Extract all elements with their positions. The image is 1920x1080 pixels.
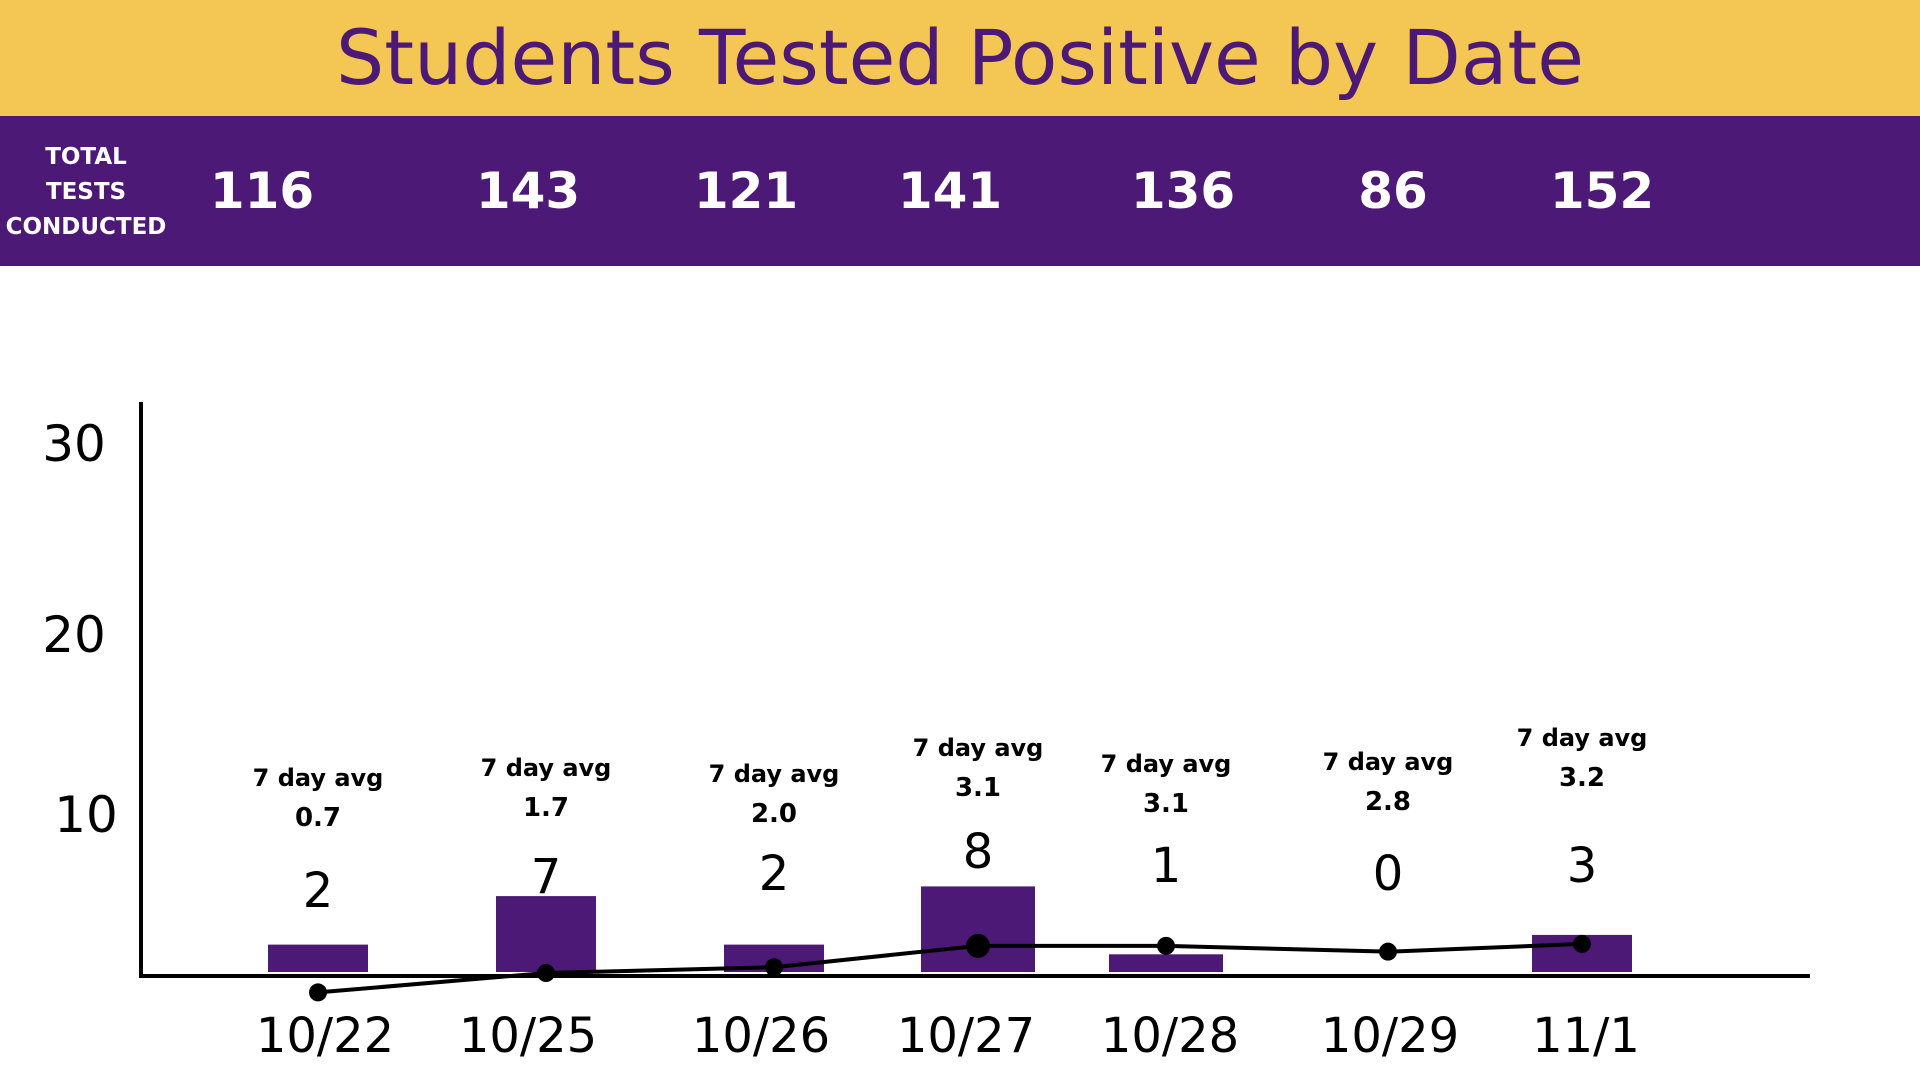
total-tests-value: 141 xyxy=(897,162,1003,220)
total-tests-value: 143 xyxy=(475,162,581,220)
x-tick-label: 10/26 xyxy=(692,1008,830,1064)
total-tests-value: 86 xyxy=(1358,162,1428,220)
total-tests-value: 136 xyxy=(1130,162,1236,220)
avg-point xyxy=(537,964,555,983)
avg-point xyxy=(966,933,990,958)
avg-value-label: 3.1 xyxy=(955,773,1001,803)
avg-point xyxy=(1573,934,1591,953)
x-tick-label: 11/1 xyxy=(1532,1008,1640,1064)
avg-point xyxy=(1379,942,1397,961)
value-label: 8 xyxy=(963,824,994,880)
avg-point xyxy=(309,983,327,1002)
x-tick-label: 10/27 xyxy=(897,1008,1035,1064)
avg-value-label: 3.1 xyxy=(1143,789,1189,819)
x-tick-label: 10/22 xyxy=(256,1008,394,1064)
bar xyxy=(496,896,596,972)
value-label: 2 xyxy=(303,863,334,919)
avg-value-label: 0.7 xyxy=(295,803,341,833)
avg-label: 7 day avg xyxy=(1517,724,1648,752)
value-label: 0 xyxy=(1373,846,1404,902)
bar xyxy=(268,944,368,972)
total-tests-bar: TOTAL TESTS CONDUCTED 116 143 121 141 13… xyxy=(0,116,1920,266)
avg-value-label: 2.8 xyxy=(1365,787,1411,817)
bar xyxy=(1109,954,1223,972)
x-tick-label: 10/29 xyxy=(1321,1008,1459,1064)
avg-label: 7 day avg xyxy=(1323,748,1454,776)
chart-title: Students Tested Positive by Date xyxy=(336,13,1584,102)
title-banner: Students Tested Positive by Date xyxy=(0,0,1920,116)
avg-point xyxy=(765,958,783,977)
avg-label: 7 day avg xyxy=(481,754,612,782)
value-label: 3 xyxy=(1567,838,1598,894)
avg-label: 7 day avg xyxy=(709,760,840,788)
y-tick-label: 10 xyxy=(54,786,118,844)
avg-label: 7 day avg xyxy=(1101,750,1232,778)
avg-point xyxy=(1157,936,1175,955)
x-tick-label: 10/28 xyxy=(1101,1008,1239,1064)
total-tests-value: 152 xyxy=(1549,162,1655,220)
avg-label: 7 day avg xyxy=(913,734,1044,762)
y-tick-label: 20 xyxy=(42,606,106,664)
avg-value-label: 1.7 xyxy=(523,793,569,823)
avg-value-label: 2.0 xyxy=(751,799,797,829)
bar xyxy=(921,886,1035,972)
total-tests-value: 121 xyxy=(693,162,799,220)
x-tick-label: 10/25 xyxy=(459,1008,597,1064)
value-label: 2 xyxy=(759,846,790,902)
value-label: 1 xyxy=(1151,838,1182,894)
total-tests-label: TOTAL TESTS CONDUCTED xyxy=(5,144,167,240)
y-tick-label: 30 xyxy=(42,415,106,473)
avg-value-label: 3.2 xyxy=(1559,763,1605,793)
value-label: 7 xyxy=(531,849,562,905)
total-tests-value: 116 xyxy=(209,162,315,220)
avg-label: 7 day avg xyxy=(253,764,384,792)
